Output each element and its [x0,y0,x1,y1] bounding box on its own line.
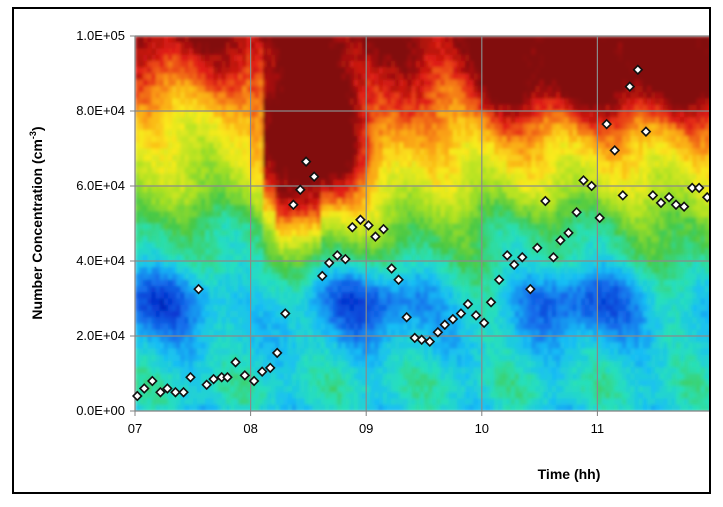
data-point [185,371,196,383]
data-point [531,242,543,254]
y-tick-label: 4.0E+04 [76,253,125,268]
data-point [516,251,528,263]
data-point [571,206,582,218]
x-tick-label: 09 [359,421,373,436]
data-point [686,182,698,194]
data-point [222,371,233,383]
y-tick-label: 1.0E+05 [76,28,125,43]
data-series [131,64,709,402]
data-point [308,171,320,182]
data-point [525,283,536,295]
data-point [501,250,513,261]
data-point [632,64,644,76]
data-point [294,184,306,196]
data-point [624,81,636,92]
data-point [279,308,291,319]
x-axis-title: Time (hh) [538,466,601,482]
y-tick-label: 6.0E+04 [76,178,125,193]
data-point [647,190,659,201]
data-point [493,274,505,286]
data-point [548,251,559,263]
y-tick-label: 2.0E+04 [76,328,125,343]
y-axis-title-end: ) [29,126,45,131]
data-point [655,197,667,209]
y-tick-label: 8.0E+04 [76,103,125,118]
y-axis-title-main: Number Concentration (cm [29,139,45,319]
contour-heatmap [135,36,709,411]
data-point [424,336,436,347]
x-axis: 07 08 09 10 11 [128,411,604,436]
data-point [594,212,606,224]
data-point [586,180,597,192]
data-point [363,220,374,231]
data-point [609,145,621,156]
data-point [462,298,474,310]
data-point [155,386,166,398]
data-point [478,317,490,329]
data-point [147,375,158,387]
data-point [331,250,343,261]
data-point [323,257,335,269]
data-point [370,231,381,242]
data-point [386,263,397,274]
x-tick-label: 11 [591,421,605,436]
data-point [455,308,467,319]
data-point [447,313,459,325]
data-point [300,156,312,167]
data-point [617,190,629,201]
data-point [701,191,709,203]
x-tick-label: 08 [243,421,257,436]
data-point [540,195,551,207]
data-point [230,356,241,368]
data-point [401,311,412,323]
x-tick-label: 07 [128,421,142,436]
data-point [432,326,444,338]
data-point [485,296,497,308]
data-point [508,259,520,271]
y-axis: 0.0E+00 2.0E+04 4.0E+04 6.0E+04 8.0E+04 1.0E+… [76,28,135,418]
data-point [416,334,428,346]
data-point [264,362,276,374]
plot-area-border [134,35,709,412]
data-point [288,199,299,211]
data-point [248,375,260,387]
data-point [170,386,181,398]
data-point [393,274,404,286]
x-tick-label: 10 [475,421,489,436]
data-point [663,191,675,203]
data-point [678,201,690,212]
data-point [346,221,358,233]
data-point [640,126,652,137]
chart-svg: 0.0E+00 2.0E+04 4.0E+04 6.0E+04 8.0E+04 1.0E+… [28,28,709,482]
data-point [439,319,451,331]
data-point [693,182,705,194]
data-point [178,386,189,398]
data-point [256,366,268,377]
data-point [470,310,482,321]
data-point [138,383,150,394]
data-point [601,118,612,130]
chart-frame: 0.0E+00 2.0E+04 4.0E+04 6.0E+04 8.0E+04 1.0E+… [12,7,711,494]
data-point [340,253,351,265]
data-point [378,223,389,235]
data-point [316,270,328,282]
data-point [239,370,251,381]
data-point [555,235,566,246]
y-axis-title: Number Concentration (cm-3) [28,126,45,319]
data-point [162,383,173,394]
y-axis-title-superscript: -3 [28,131,38,139]
data-point [271,347,283,359]
data-point [670,199,682,211]
data-point [563,227,574,239]
data-point [578,175,589,186]
data-point [193,283,204,295]
data-point [208,373,219,385]
data-point [355,214,366,226]
y-tick-label: 0.0E+00 [76,403,125,418]
data-point [201,379,213,391]
data-point [131,390,143,402]
